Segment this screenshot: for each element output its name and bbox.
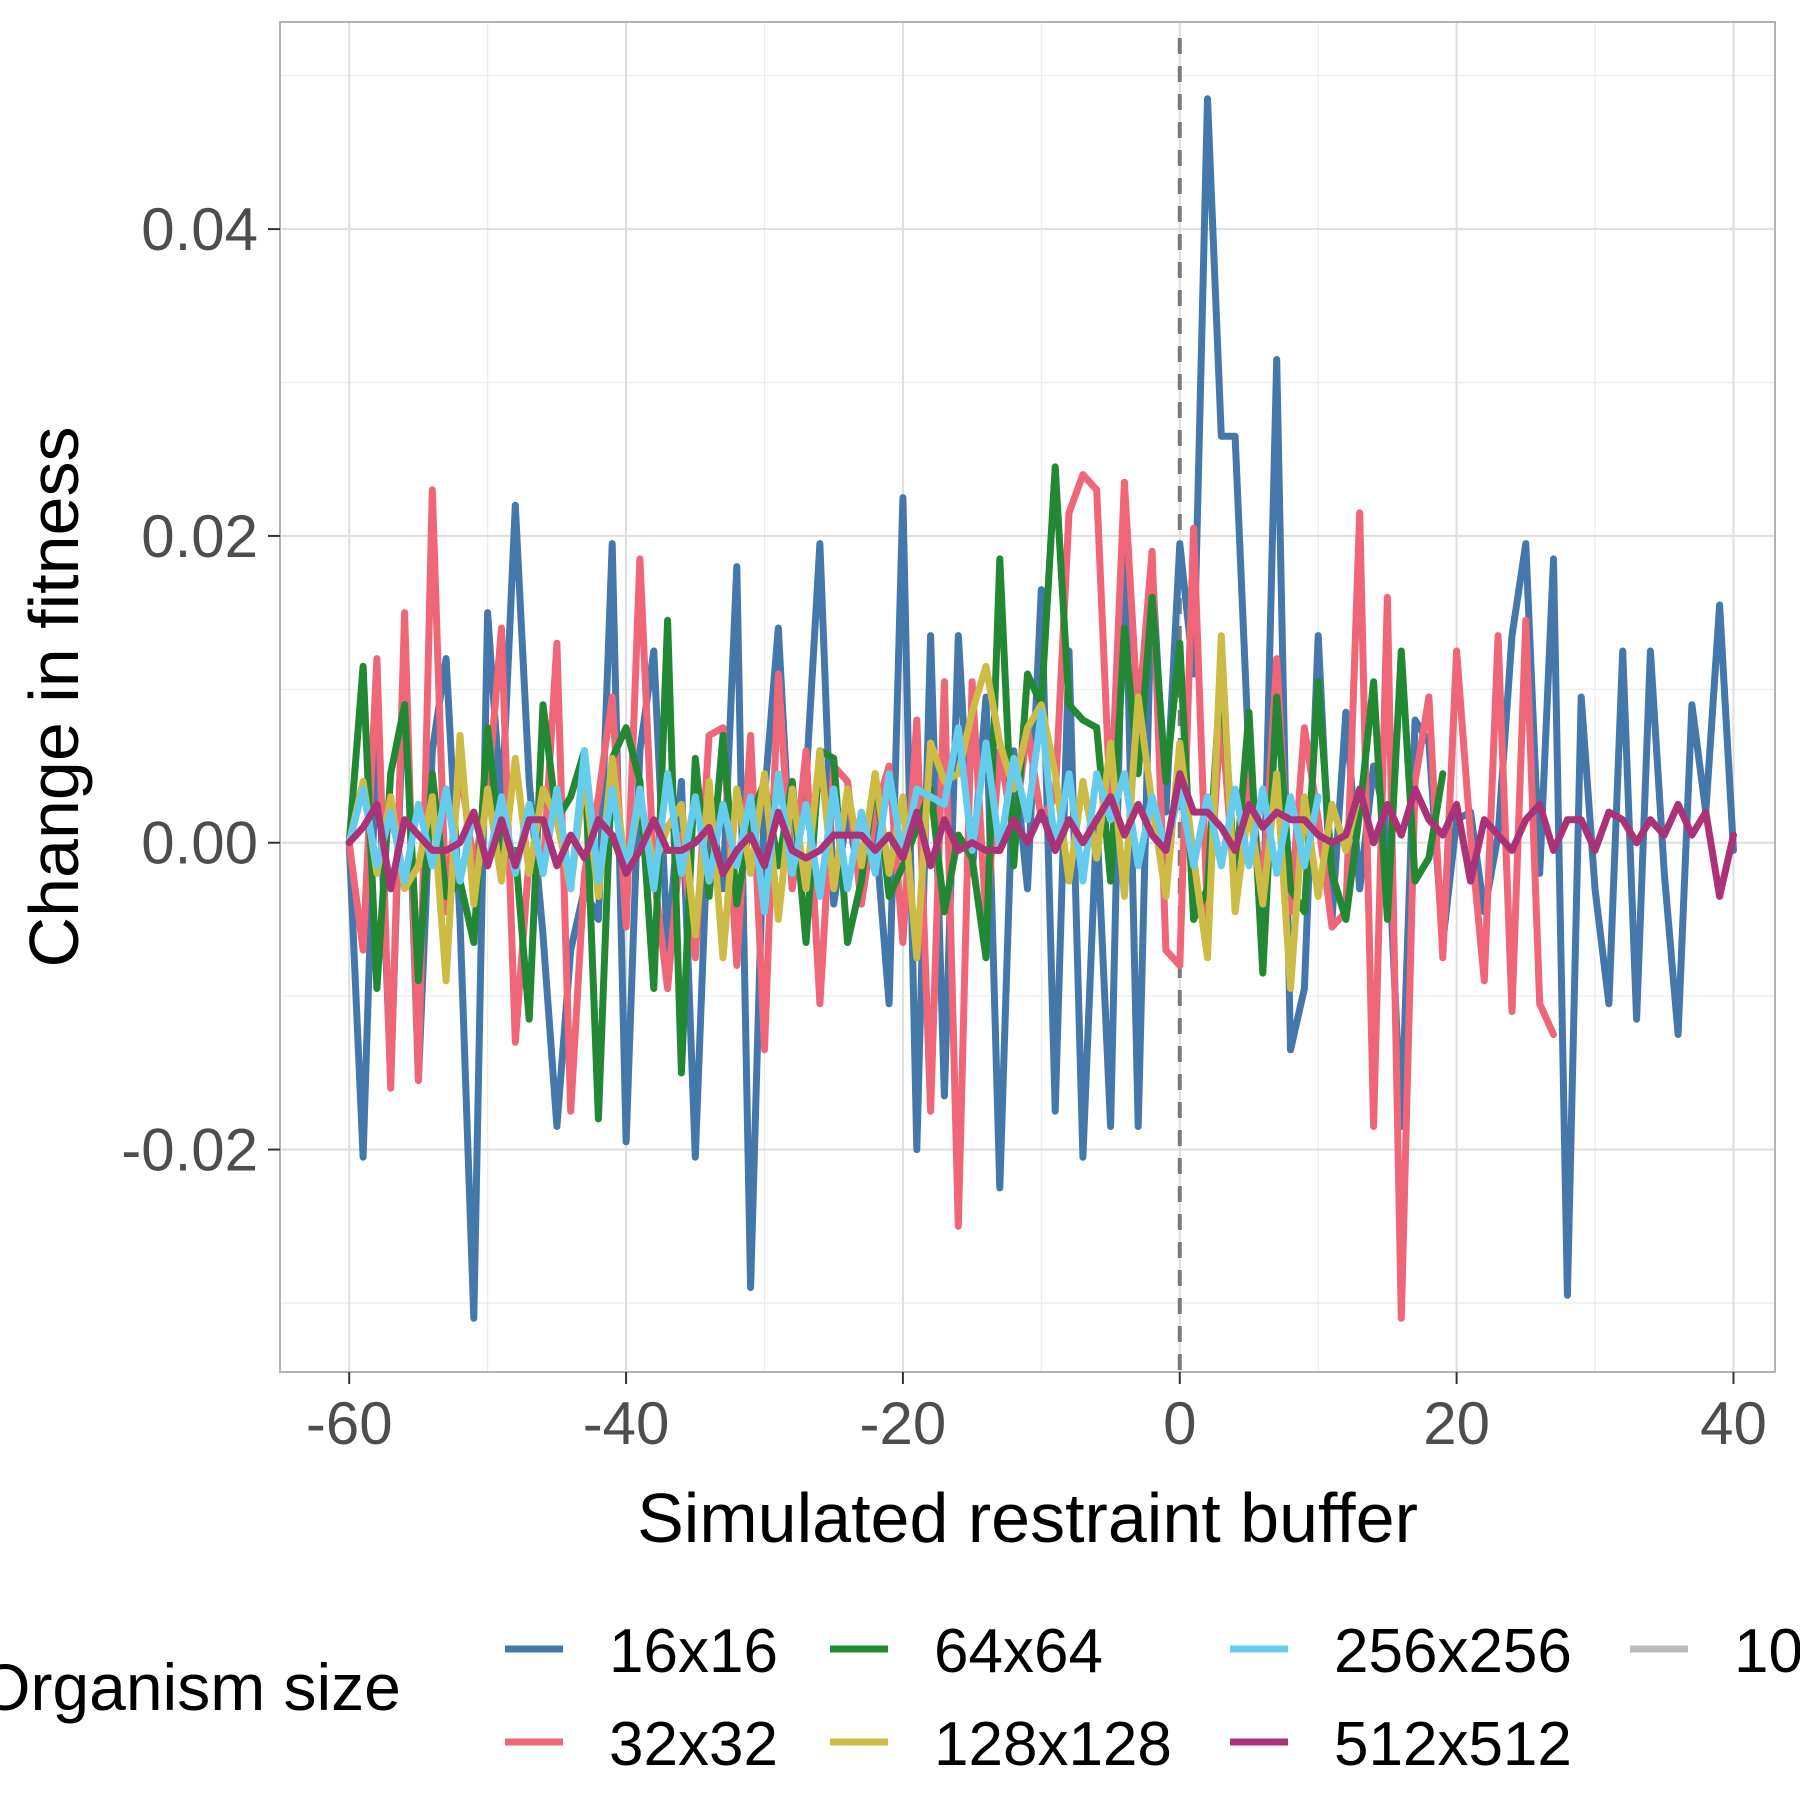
legend-title: Organism size [0,1650,401,1724]
legend-label: 256x256 [1334,1617,1572,1686]
y-axis-title: Change in fitness [15,427,93,968]
x-tick-label: -20 [860,1390,947,1457]
y-tick-label: 0.02 [141,503,258,570]
y-tick-label: 0.00 [141,810,258,877]
x-tick-label: 20 [1423,1390,1490,1457]
x-tick-label: -60 [306,1390,393,1457]
legend-label: 32x32 [609,1710,778,1779]
legend-label: 512x512 [1334,1710,1572,1779]
series-line-32x32 [345,471,1557,1322]
x-tick-label: 0 [1163,1390,1196,1457]
legend-label: 16x16 [609,1617,778,1686]
series-line-64x64 [345,463,1447,1123]
x-tick-label: -40 [583,1390,670,1457]
y-tick-label: 0.04 [141,196,258,263]
legend: Organism size 16x16 32x32 64x64 128x128 256x… [0,1617,1800,1779]
legend-label: 128x128 [934,1710,1172,1779]
plot-panel-border [279,21,1776,1373]
y-tick-label: -0.02 [121,1117,258,1184]
y-axis-ticks: -0.02 0.00 0.02 0.04 [121,196,280,1184]
series-line-512x512 [345,770,1737,900]
x-tick-label: 40 [1700,1390,1767,1457]
legend-label: 10 [1734,1617,1800,1686]
x-axis-title: Simulated restraint buffer [637,1479,1418,1557]
series-lines [345,95,1737,1322]
legend-label: 64x64 [934,1617,1103,1686]
x-axis-ticks: -60 -40 -20 0 20 40 [306,1372,1767,1457]
